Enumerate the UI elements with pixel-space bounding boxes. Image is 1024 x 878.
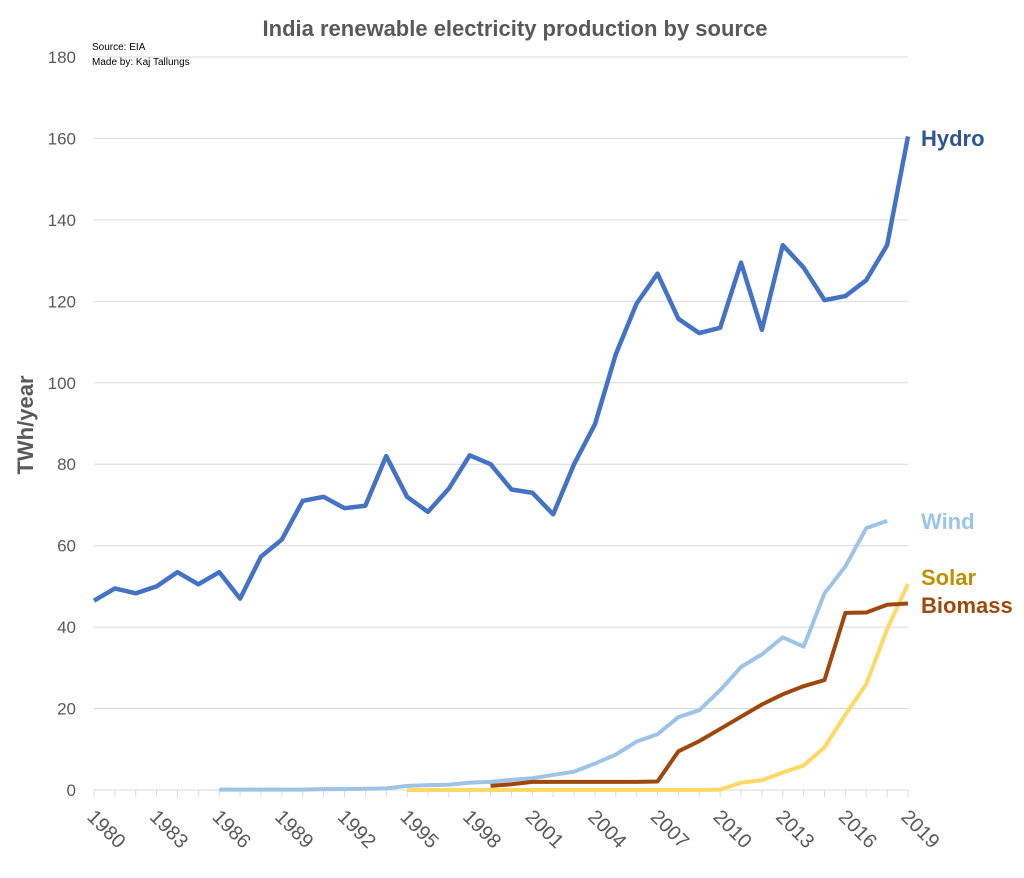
series-label-wind: Wind	[921, 509, 975, 534]
author-annotation: Made by: Kaj Tallungs	[92, 57, 190, 68]
series-line-solar	[407, 583, 910, 792]
y-tick-label: 100	[48, 374, 76, 393]
y-tick-label: 120	[48, 292, 76, 311]
y-tick-label: 60	[57, 537, 76, 556]
series-line-biomass	[490, 601, 909, 788]
x-tick-label: 2019	[896, 806, 943, 853]
chart-title: India renewable electricity production b…	[263, 16, 768, 41]
x-tick-label: 1992	[333, 806, 380, 853]
x-tick-label: 2004	[583, 806, 630, 853]
x-tick-label: 2016	[834, 806, 881, 853]
x-tick-label: 1983	[145, 806, 192, 853]
x-tick-label: 2001	[521, 806, 568, 853]
y-tick-label: 180	[48, 48, 76, 67]
x-tick-label: 1998	[458, 806, 505, 853]
y-tick-label: 140	[48, 211, 76, 230]
x-tick-label: 1980	[82, 806, 129, 853]
x-tick-label: 2010	[709, 806, 756, 853]
x-tick-label: 1986	[208, 806, 255, 853]
series-line-wind	[219, 518, 888, 792]
y-tick-label: 20	[57, 700, 76, 719]
source-annotation: Source: EIA	[92, 42, 146, 53]
x-tick-label: 1995	[396, 806, 443, 853]
series-label-biomass: Biomass	[921, 593, 1013, 618]
series-line-hydro	[92, 135, 911, 603]
y-tick-label: 40	[57, 618, 76, 637]
x-tick-label: 2007	[646, 806, 693, 853]
y-tick-label: 80	[57, 455, 76, 474]
y-axis-label: TWh/year	[13, 375, 38, 474]
series-label-solar: Solar	[921, 565, 976, 590]
x-tick-label: 2013	[771, 806, 818, 853]
y-tick-label: 160	[48, 129, 76, 148]
x-tick-label: 1989	[270, 806, 317, 853]
series-label-hydro: Hydro	[921, 126, 985, 151]
y-tick-label: 0	[67, 781, 76, 800]
